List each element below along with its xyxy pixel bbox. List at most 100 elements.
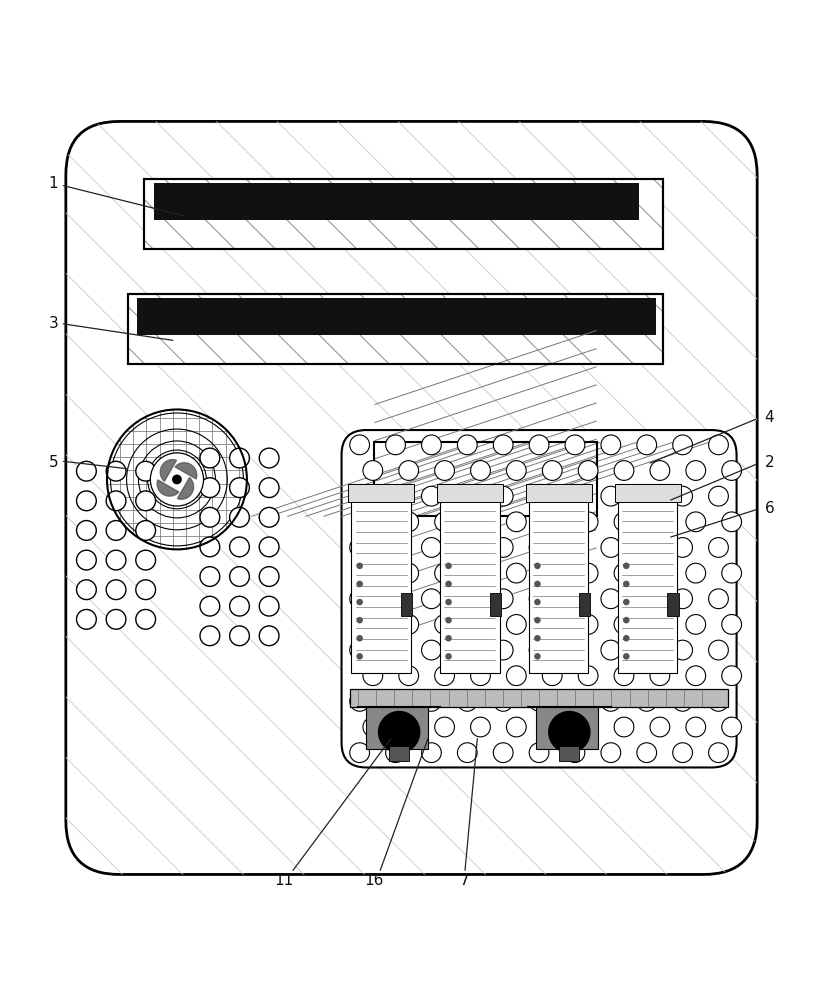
Circle shape — [350, 435, 370, 455]
Circle shape — [379, 712, 420, 753]
Circle shape — [650, 512, 670, 532]
Circle shape — [722, 461, 742, 480]
Circle shape — [542, 717, 562, 737]
Circle shape — [614, 666, 634, 686]
Circle shape — [637, 589, 657, 609]
Bar — [374, 442, 597, 516]
Circle shape — [386, 538, 406, 557]
Circle shape — [356, 581, 363, 587]
Circle shape — [709, 691, 728, 711]
Bar — [128, 294, 663, 364]
Circle shape — [421, 691, 441, 711]
Circle shape — [435, 615, 454, 634]
Circle shape — [623, 617, 630, 623]
Circle shape — [106, 609, 126, 629]
Circle shape — [386, 435, 406, 455]
Circle shape — [363, 717, 383, 737]
Circle shape — [458, 589, 477, 609]
Circle shape — [399, 666, 419, 686]
Circle shape — [650, 717, 670, 737]
Circle shape — [650, 461, 670, 480]
Bar — [374, 442, 597, 516]
Circle shape — [709, 589, 728, 609]
Circle shape — [230, 626, 249, 646]
Circle shape — [623, 635, 630, 642]
Circle shape — [601, 743, 621, 763]
Circle shape — [356, 653, 363, 660]
Circle shape — [542, 563, 562, 583]
Circle shape — [363, 615, 383, 634]
Circle shape — [200, 448, 220, 468]
Circle shape — [200, 567, 220, 586]
Circle shape — [709, 743, 728, 763]
Circle shape — [672, 589, 692, 609]
Circle shape — [350, 640, 370, 660]
Bar — [579, 593, 590, 616]
Circle shape — [637, 691, 657, 711]
Circle shape — [579, 666, 598, 686]
Circle shape — [709, 486, 728, 506]
Circle shape — [356, 563, 363, 569]
Circle shape — [650, 615, 670, 634]
Circle shape — [77, 609, 96, 629]
Circle shape — [259, 537, 279, 557]
Circle shape — [445, 653, 452, 660]
Circle shape — [350, 486, 370, 506]
Circle shape — [493, 486, 513, 506]
Circle shape — [230, 596, 249, 616]
Circle shape — [386, 691, 406, 711]
Circle shape — [506, 563, 526, 583]
Circle shape — [230, 537, 249, 557]
Circle shape — [672, 691, 692, 711]
Circle shape — [534, 617, 541, 623]
Circle shape — [506, 717, 526, 737]
Circle shape — [529, 691, 549, 711]
Circle shape — [151, 453, 203, 506]
Circle shape — [200, 596, 220, 616]
Circle shape — [435, 717, 454, 737]
Circle shape — [200, 626, 220, 646]
Circle shape — [106, 580, 126, 600]
Circle shape — [542, 615, 562, 634]
Circle shape — [542, 666, 562, 686]
Circle shape — [623, 599, 630, 605]
Circle shape — [445, 635, 452, 642]
Circle shape — [399, 717, 419, 737]
Circle shape — [672, 486, 692, 506]
Bar — [615, 484, 681, 502]
Circle shape — [421, 486, 441, 506]
Circle shape — [106, 461, 126, 481]
Circle shape — [686, 563, 705, 583]
Circle shape — [549, 712, 590, 753]
Circle shape — [722, 666, 742, 686]
Circle shape — [471, 666, 491, 686]
Circle shape — [230, 567, 249, 586]
Circle shape — [529, 640, 549, 660]
Circle shape — [445, 581, 452, 587]
Circle shape — [534, 581, 541, 587]
Circle shape — [435, 666, 454, 686]
Text: 11: 11 — [274, 873, 294, 888]
Circle shape — [579, 461, 598, 480]
Circle shape — [259, 448, 279, 468]
Circle shape — [471, 512, 491, 532]
Circle shape — [672, 640, 692, 660]
Circle shape — [709, 538, 728, 557]
Circle shape — [259, 478, 279, 498]
Text: 5: 5 — [49, 455, 58, 470]
Circle shape — [565, 640, 585, 660]
Bar — [490, 593, 501, 616]
Circle shape — [106, 491, 126, 511]
Text: 3: 3 — [49, 316, 58, 331]
Circle shape — [136, 461, 156, 481]
Circle shape — [565, 538, 585, 557]
Circle shape — [421, 640, 441, 660]
Circle shape — [506, 615, 526, 634]
Circle shape — [136, 550, 156, 570]
Circle shape — [363, 461, 383, 480]
Circle shape — [534, 563, 541, 569]
Circle shape — [686, 666, 705, 686]
Text: 2: 2 — [765, 455, 774, 470]
Circle shape — [435, 512, 454, 532]
Circle shape — [637, 538, 657, 557]
